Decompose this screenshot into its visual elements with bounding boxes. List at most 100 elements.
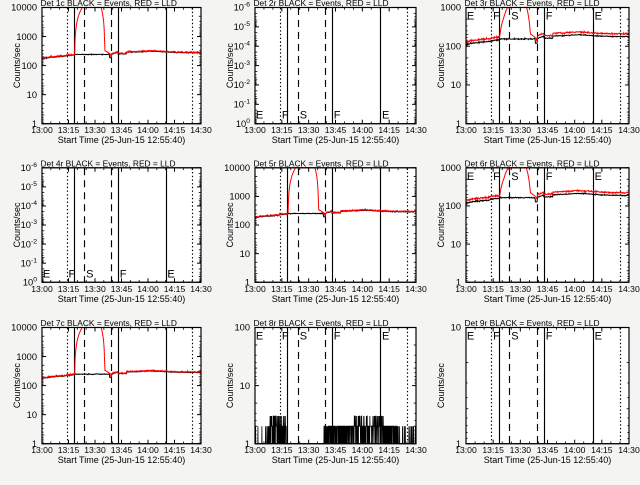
svg-text:1000: 1000 xyxy=(440,3,461,13)
svg-text:13:30: 13:30 xyxy=(510,125,532,135)
svg-text:13:45: 13:45 xyxy=(537,284,559,294)
svg-text:13:30: 13:30 xyxy=(84,284,106,294)
svg-text:13:30: 13:30 xyxy=(298,445,320,455)
svg-text:100: 100 xyxy=(21,381,37,391)
svg-text:Start Time (25-Jun-15 12:55:40: Start Time (25-Jun-15 12:55:40) xyxy=(484,294,612,304)
svg-text:F: F xyxy=(282,110,289,122)
svg-text:F: F xyxy=(282,331,289,343)
svg-text:13:30: 13:30 xyxy=(510,284,532,294)
svg-text:13:30: 13:30 xyxy=(298,125,320,135)
svg-text:13:15: 13:15 xyxy=(271,445,293,455)
svg-text:E: E xyxy=(382,110,389,122)
svg-text:13:30: 13:30 xyxy=(298,284,320,294)
svg-text:F: F xyxy=(334,331,341,343)
svg-text:14:15: 14:15 xyxy=(378,445,400,455)
svg-text:10: 10 xyxy=(451,323,461,333)
svg-text:10: 10 xyxy=(27,410,37,420)
svg-text:Counts/sec: Counts/sec xyxy=(225,363,235,409)
svg-text:Counts/sec: Counts/sec xyxy=(225,202,235,248)
svg-text:14:15: 14:15 xyxy=(591,445,613,455)
svg-text:F: F xyxy=(334,110,341,122)
svg-text:1000: 1000 xyxy=(440,163,461,173)
svg-text:Start Time (25-Jun-15 12:55:40: Start Time (25-Jun-15 12:55:40) xyxy=(272,294,400,304)
svg-text:Det 9r BLACK = Events, RED = L: Det 9r BLACK = Events, RED = LLD xyxy=(465,318,600,328)
svg-text:13:00: 13:00 xyxy=(244,284,266,294)
svg-text:14:30: 14:30 xyxy=(618,284,640,294)
svg-text:13:00: 13:00 xyxy=(31,125,53,135)
svg-text:Det 5r BLACK = Events, RED = L: Det 5r BLACK = Events, RED = LLD xyxy=(254,158,389,168)
svg-text:13:00: 13:00 xyxy=(244,445,266,455)
svg-text:Counts/sec: Counts/sec xyxy=(436,202,446,248)
svg-text:13:45: 13:45 xyxy=(111,284,133,294)
svg-text:Counts/sec: Counts/sec xyxy=(12,43,22,89)
svg-text:E: E xyxy=(256,331,263,343)
svg-text:13:15: 13:15 xyxy=(482,125,504,135)
svg-text:14:15: 14:15 xyxy=(164,445,186,455)
svg-text:13:15: 13:15 xyxy=(482,445,504,455)
svg-text:S: S xyxy=(511,331,518,343)
svg-text:Det 2r BLACK = Events, RED = L: Det 2r BLACK = Events, RED = LLD xyxy=(254,0,389,8)
svg-text:14:15: 14:15 xyxy=(164,125,186,135)
svg-text:10: 10 xyxy=(240,381,250,391)
svg-text:14:00: 14:00 xyxy=(137,125,159,135)
svg-text:Det 6r BLACK = Events, RED = L: Det 6r BLACK = Events, RED = LLD xyxy=(465,158,600,168)
svg-text:14:00: 14:00 xyxy=(564,125,586,135)
svg-text:13:30: 13:30 xyxy=(510,445,532,455)
svg-text:13:45: 13:45 xyxy=(111,445,133,455)
svg-text:F: F xyxy=(493,331,500,343)
svg-text:13:45: 13:45 xyxy=(325,284,347,294)
svg-text:Counts/sec: Counts/sec xyxy=(225,43,235,89)
svg-text:F: F xyxy=(120,268,127,280)
svg-text:F: F xyxy=(546,171,553,183)
svg-text:13:15: 13:15 xyxy=(58,125,80,135)
svg-text:14:00: 14:00 xyxy=(137,445,159,455)
svg-text:13:00: 13:00 xyxy=(31,445,53,455)
svg-text:14:00: 14:00 xyxy=(352,284,374,294)
svg-text:S: S xyxy=(86,268,93,280)
svg-text:S: S xyxy=(511,11,518,23)
svg-text:S: S xyxy=(300,331,307,343)
svg-text:100: 100 xyxy=(445,201,461,211)
svg-text:100: 100 xyxy=(234,323,250,333)
svg-text:13:45: 13:45 xyxy=(111,125,133,135)
svg-text:E: E xyxy=(595,11,602,23)
svg-text:14:15: 14:15 xyxy=(164,284,186,294)
svg-text:100: 100 xyxy=(21,61,37,71)
svg-text:10: 10 xyxy=(27,90,37,100)
svg-text:S: S xyxy=(511,171,518,183)
svg-text:13:15: 13:15 xyxy=(58,284,80,294)
svg-text:13:00: 13:00 xyxy=(455,445,477,455)
svg-text:14:00: 14:00 xyxy=(352,445,374,455)
svg-text:14:15: 14:15 xyxy=(378,125,400,135)
svg-text:13:15: 13:15 xyxy=(271,284,293,294)
svg-text:10: 10 xyxy=(451,239,461,249)
svg-text:13:30: 13:30 xyxy=(84,125,106,135)
svg-text:F: F xyxy=(493,171,500,183)
svg-text:14:15: 14:15 xyxy=(378,284,400,294)
svg-text:1000: 1000 xyxy=(229,192,250,202)
svg-text:Start Time (25-Jun-15 12:55:40: Start Time (25-Jun-15 12:55:40) xyxy=(58,135,186,145)
svg-text:10: 10 xyxy=(240,249,250,259)
svg-text:Counts/sec: Counts/sec xyxy=(436,363,446,409)
svg-text:14:30: 14:30 xyxy=(190,445,212,455)
svg-text:14:30: 14:30 xyxy=(405,125,427,135)
svg-text:14:00: 14:00 xyxy=(564,445,586,455)
svg-text:E: E xyxy=(467,171,474,183)
svg-text:E: E xyxy=(467,11,474,23)
svg-text:E: E xyxy=(595,331,602,343)
svg-text:Start Time (25-Jun-15 12:55:40: Start Time (25-Jun-15 12:55:40) xyxy=(484,135,612,145)
svg-text:14:30: 14:30 xyxy=(405,445,427,455)
svg-text:13:00: 13:00 xyxy=(455,125,477,135)
svg-text:14:30: 14:30 xyxy=(405,284,427,294)
svg-text:13:00: 13:00 xyxy=(455,284,477,294)
svg-text:10000: 10000 xyxy=(11,3,37,13)
svg-text:14:15: 14:15 xyxy=(591,125,613,135)
svg-text:13:15: 13:15 xyxy=(271,125,293,135)
svg-text:14:30: 14:30 xyxy=(618,445,640,455)
svg-text:14:30: 14:30 xyxy=(618,125,640,135)
svg-text:Start Time (25-Jun-15 12:55:40: Start Time (25-Jun-15 12:55:40) xyxy=(58,455,186,465)
svg-text:Start Time (25-Jun-15 12:55:40: Start Time (25-Jun-15 12:55:40) xyxy=(272,135,400,145)
svg-text:F: F xyxy=(546,331,553,343)
svg-text:13:45: 13:45 xyxy=(537,125,559,135)
svg-text:Start Time (25-Jun-15 12:55:40: Start Time (25-Jun-15 12:55:40) xyxy=(484,455,612,465)
